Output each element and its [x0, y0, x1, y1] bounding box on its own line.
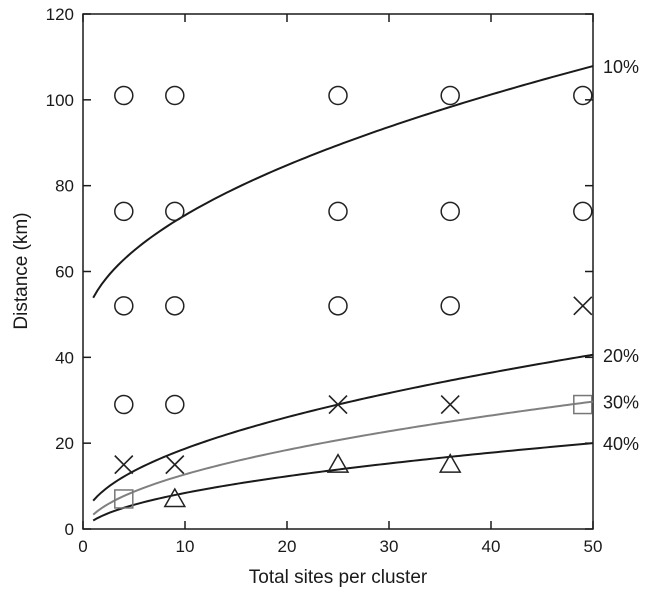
point-circle [440, 85, 460, 106]
curve-40pct [92, 442, 594, 522]
point-circle [114, 201, 134, 222]
point-circle [440, 296, 460, 316]
x-tick-label: 30 [380, 537, 399, 556]
y-tick-label: 20 [55, 434, 74, 453]
point-cross [165, 455, 185, 475]
point-circle [165, 201, 185, 222]
curve-30pct [92, 400, 594, 516]
plot-area [82, 13, 594, 530]
point-cross [573, 296, 593, 316]
y-axis: 0 20 40 60 80 100 120 [46, 5, 593, 539]
curve-label: 10% [603, 57, 639, 77]
point-triangle [326, 453, 350, 473]
x-axis: 0 10 20 30 40 50 [78, 14, 602, 556]
point-circle [114, 394, 134, 415]
point-triangle [438, 453, 462, 473]
y-axis-title: Distance (km) [11, 212, 32, 329]
y-tick-label: 60 [55, 263, 74, 282]
point-cross [328, 394, 348, 415]
curve-label: 20% [603, 346, 639, 366]
x-tick-label: 10 [176, 537, 195, 556]
y-tick-label: 0 [65, 520, 74, 539]
point-circle [165, 85, 185, 106]
point-circle [165, 394, 185, 415]
point-cross [440, 394, 460, 415]
point-circle [573, 85, 593, 106]
y-tick-label: 80 [55, 177, 74, 196]
point-circle [114, 85, 134, 106]
point-square [114, 489, 134, 509]
x-tick-label: 20 [278, 537, 297, 556]
curve-20pct [92, 353, 594, 502]
point-circle [440, 201, 460, 222]
x-tick-label: 0 [78, 537, 87, 556]
point-circle [165, 296, 185, 316]
curve-labels: 10% 20% 30% 40% [603, 57, 639, 454]
point-triangle [163, 487, 187, 508]
plot-frame [82, 13, 594, 530]
point-circle [328, 296, 348, 316]
x-tick-label: 50 [584, 537, 603, 556]
point-circle [114, 296, 134, 316]
x-tick-label: 40 [482, 537, 501, 556]
point-circle [328, 201, 348, 222]
y-tick-label: 40 [55, 348, 74, 367]
curve-label: 30% [603, 393, 639, 413]
curve-label: 40% [603, 434, 639, 454]
curves [92, 65, 594, 522]
x-axis-title: Total sites per cluster [249, 567, 428, 588]
y-tick-label: 120 [46, 5, 74, 24]
data-points [114, 85, 593, 509]
y-tick-label: 100 [46, 91, 74, 110]
point-square [573, 394, 593, 415]
point-circle [573, 201, 593, 222]
point-circle [328, 85, 348, 106]
point-cross [114, 455, 134, 475]
